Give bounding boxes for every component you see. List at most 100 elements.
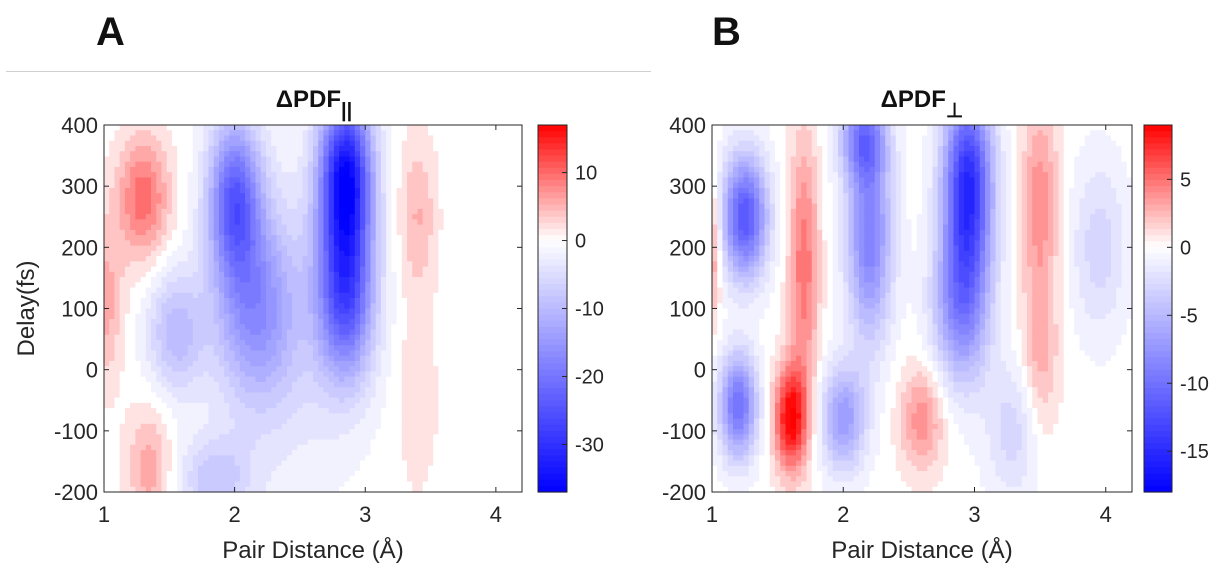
contour-cell <box>412 140 419 147</box>
contour-cell <box>151 271 157 278</box>
contour-cell <box>375 381 382 388</box>
contour-cell <box>349 292 356 299</box>
contour-cell <box>104 250 110 257</box>
contour-cell <box>417 366 424 373</box>
contour-cell <box>177 287 183 294</box>
contour-cell <box>292 172 298 179</box>
contour-cell <box>104 271 110 278</box>
contour-cell <box>145 418 152 425</box>
contour-cell <box>360 392 366 399</box>
contour-cell <box>130 172 136 179</box>
contour-cell <box>412 455 419 462</box>
contour-cell <box>224 408 230 414</box>
contour-cell <box>135 208 142 215</box>
contour-cell <box>401 313 408 320</box>
contour-cell <box>360 219 366 226</box>
contour-cell <box>281 418 288 425</box>
contour-cell <box>292 434 298 441</box>
contour-cell <box>401 235 408 241</box>
contour-cell <box>360 423 366 430</box>
contour-cell <box>104 235 110 241</box>
contour-cell <box>234 214 241 220</box>
contour-cell <box>438 397 445 404</box>
contour-cell <box>239 161 246 168</box>
contour-cell <box>354 172 361 179</box>
contour-cell <box>104 287 110 294</box>
contour-cell <box>360 381 366 388</box>
contour-cell <box>156 140 163 147</box>
contour-cell <box>448 130 455 137</box>
contour-cell <box>422 303 429 310</box>
contour-cell <box>276 151 283 158</box>
contour-cell <box>140 318 147 325</box>
contour-cell <box>333 381 340 388</box>
contour-cell <box>124 156 131 163</box>
contour-cell <box>375 360 382 367</box>
contour-cell <box>323 392 330 399</box>
contour-cell <box>380 271 387 278</box>
contour-cell <box>260 261 267 268</box>
contour-cell <box>401 360 408 367</box>
contour-cell <box>438 486 445 493</box>
contour-cell <box>360 292 366 299</box>
contour-cell <box>365 329 372 336</box>
contour-cell <box>433 366 439 373</box>
contour-cell <box>313 486 319 493</box>
contour-cell <box>203 172 210 179</box>
contour-cell <box>318 214 325 220</box>
contour-cell <box>354 360 361 367</box>
contour-cell <box>339 277 345 283</box>
contour-cell <box>370 298 377 304</box>
contour-cell <box>119 125 126 131</box>
contour-cell <box>349 345 356 352</box>
contour-cell <box>407 187 413 194</box>
contour-cell <box>286 208 293 215</box>
contour-cell <box>114 282 121 289</box>
contour-cell <box>313 151 319 158</box>
contour-cell <box>469 214 476 220</box>
contour-cell <box>454 156 460 163</box>
contour-cell <box>140 140 147 147</box>
contour-cell <box>187 250 194 257</box>
contour-cell <box>265 292 272 299</box>
contour-cell <box>234 460 241 467</box>
contour-cell <box>166 224 173 231</box>
contour-cell <box>360 130 366 137</box>
contour-cell <box>182 250 189 257</box>
contour-cell <box>454 229 460 236</box>
contour-cell <box>292 418 298 425</box>
contour-cell <box>433 476 439 483</box>
contour-cell <box>433 187 439 194</box>
contour-cell <box>448 151 455 158</box>
contour-cell <box>151 203 157 210</box>
contour-cell <box>386 303 392 310</box>
contour-cell <box>365 423 372 430</box>
contour-cell <box>234 256 241 262</box>
contour-cell <box>276 439 283 446</box>
contour-cell <box>427 161 434 168</box>
contour-cell <box>119 166 126 173</box>
contour-cell <box>328 161 335 168</box>
contour-cell <box>396 130 403 137</box>
contour-cell <box>145 392 152 399</box>
contour-cell <box>140 135 147 142</box>
contour-cell <box>412 229 419 236</box>
contour-cell <box>114 224 121 231</box>
contour-cell <box>177 182 183 189</box>
contour-cell <box>145 329 152 336</box>
contour-cell <box>401 292 408 299</box>
contour-cell <box>250 439 257 446</box>
contour-cell <box>354 229 361 236</box>
contour-cell <box>354 135 361 142</box>
contour-cell <box>229 287 236 294</box>
contour-cell <box>271 303 278 310</box>
contour-cell <box>229 271 236 278</box>
contour-cell <box>318 439 325 446</box>
contour-cell <box>213 182 220 189</box>
contour-cell <box>124 130 131 137</box>
contour-cell <box>260 193 267 199</box>
contour-cell <box>448 429 455 435</box>
contour-cell <box>459 145 466 152</box>
contour-cell <box>208 408 215 414</box>
contour-cell <box>260 187 267 194</box>
